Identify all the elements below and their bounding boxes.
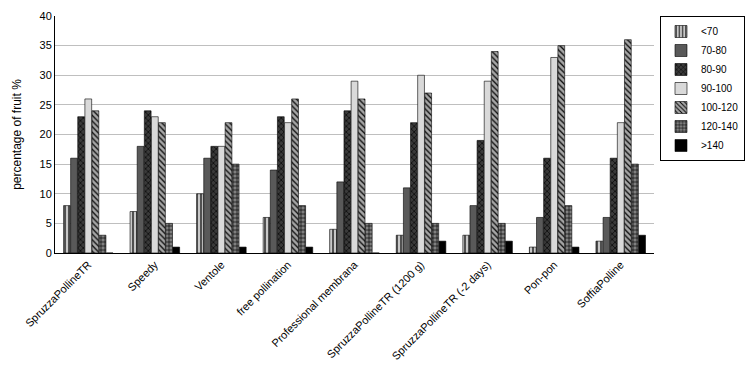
svg-text:SpruzzaPollineTR (-2 days): SpruzzaPollineTR (-2 days): [389, 259, 493, 363]
svg-text:15: 15: [40, 158, 52, 170]
svg-text:>140: >140: [701, 140, 724, 151]
svg-text:10: 10: [40, 188, 52, 200]
svg-text:20: 20: [40, 128, 52, 140]
svg-text:Pon-pon: Pon-pon: [522, 259, 560, 297]
svg-text:percentage of fruit %: percentage of fruit %: [10, 79, 24, 190]
svg-text:Ventole: Ventole: [192, 259, 226, 293]
svg-text:100-120: 100-120: [701, 102, 738, 113]
svg-text:35: 35: [40, 39, 52, 51]
svg-text:90-100: 90-100: [701, 83, 733, 94]
svg-text:0: 0: [46, 247, 52, 259]
svg-text:25: 25: [40, 99, 52, 111]
svg-text:SpruzzaPollineTR (1200 g): SpruzzaPollineTR (1200 g): [324, 259, 426, 361]
svg-text:SpruzzaPollineTR: SpruzzaPollineTR: [23, 258, 94, 329]
svg-text:Speedy: Speedy: [125, 258, 160, 293]
svg-text:40: 40: [40, 10, 52, 22]
svg-text:30: 30: [40, 69, 52, 81]
svg-text:SoffiaPolline: SoffiaPolline: [574, 259, 626, 311]
svg-text:5: 5: [46, 217, 52, 229]
svg-text:120-140: 120-140: [701, 121, 738, 132]
svg-text:80-90: 80-90: [701, 64, 727, 75]
svg-text:70-80: 70-80: [701, 45, 727, 56]
svg-text:free pollination: free pollination: [234, 259, 293, 318]
svg-text:<70: <70: [701, 26, 718, 37]
svg-text:Professional membrana: Professional membrana: [269, 258, 360, 349]
